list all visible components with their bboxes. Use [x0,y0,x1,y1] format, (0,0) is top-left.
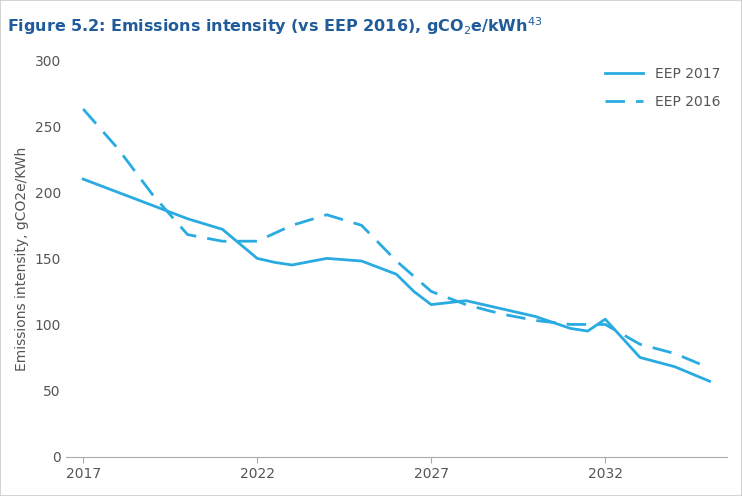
Text: Figure 5.2: Emissions intensity (vs EEP 2016), gCO$_2$e/kWh$^{43}$: Figure 5.2: Emissions intensity (vs EEP … [7,15,543,37]
Y-axis label: Emissions intensity, gCO2e/KWh: Emissions intensity, gCO2e/KWh [15,146,29,371]
Legend: EEP 2017, EEP 2016: EEP 2017, EEP 2016 [605,67,720,109]
